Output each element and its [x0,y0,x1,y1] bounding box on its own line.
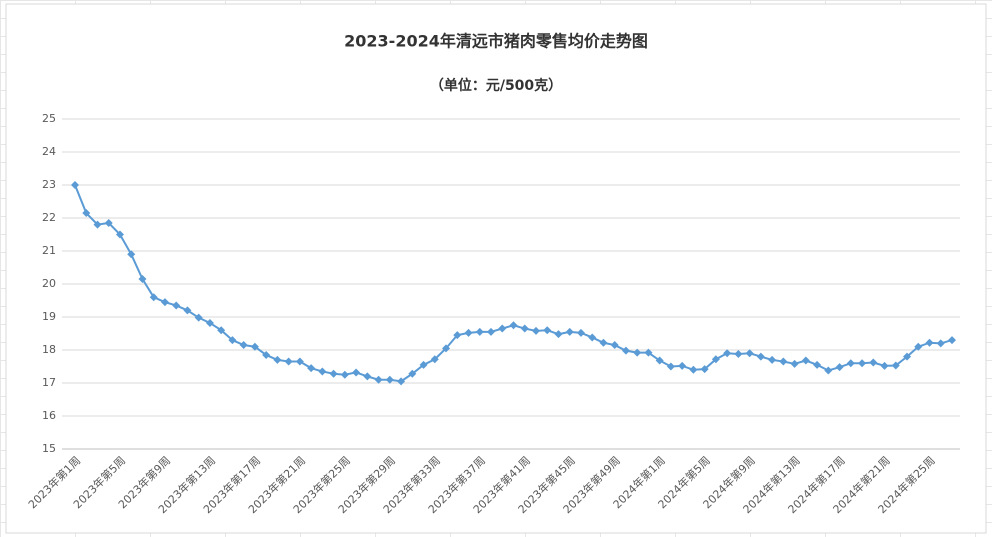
data-point [464,328,473,337]
data-point [284,357,293,366]
data-point [374,375,383,384]
data-point [307,364,316,373]
data-point [621,346,630,355]
data-point [160,298,169,307]
chart-title: 2023-2024年清远市猪肉零售均价走势图 [344,32,648,51]
data-point [239,341,248,350]
data-point [846,359,855,368]
data-point [104,218,113,227]
data-point [475,327,484,336]
data-point [801,356,810,365]
data-point [700,365,709,374]
y-tick-label: 21 [42,244,56,257]
data-point [768,355,777,364]
data-point [858,359,867,368]
chart-area [5,3,987,534]
data-point [948,336,956,345]
data-point [779,357,788,366]
data-point [273,355,282,364]
data-point [723,349,732,358]
data-point [228,336,237,345]
data-point [869,358,878,367]
data-point [903,352,912,361]
data-point [250,342,259,351]
data-point [498,324,507,333]
data-point [813,360,822,369]
data-point [385,375,394,384]
data-point [678,361,687,370]
data-point [262,350,271,359]
y-tick-label: 16 [42,409,56,422]
y-tick-label: 18 [42,343,56,356]
data-point [352,368,361,377]
data-point [576,328,585,337]
data-point [689,365,698,374]
data-point [453,331,462,340]
data-point [318,367,327,376]
data-point [633,348,642,357]
data-point [588,333,597,342]
data-point [82,209,91,218]
chart-subtitle: （单位：元/500克） [430,77,562,94]
data-point [93,220,102,229]
data-point [183,306,192,315]
data-point [936,339,945,348]
y-tick-label: 19 [42,310,56,323]
data-point [531,326,540,335]
data-point [419,360,428,369]
data-point [127,250,136,259]
y-tick-label: 17 [42,376,56,389]
data-point [925,338,934,347]
data-point [745,349,754,358]
data-point [565,327,574,336]
data-point [397,377,406,386]
data-point [891,361,900,370]
data-point [172,301,181,310]
data-point [520,324,529,333]
y-tick-label: 20 [42,277,56,290]
data-point [138,275,147,284]
data-point [408,369,417,378]
data-point [217,326,226,335]
data-point [914,342,923,351]
data-point [71,181,79,189]
data-point [824,366,833,375]
data-point [790,359,799,368]
data-point [430,355,439,364]
data-point [205,318,214,327]
y-tick-label: 22 [42,211,56,224]
data-point [543,326,552,335]
data-point [756,352,765,361]
data-point [329,369,338,378]
y-tick-label: 24 [42,145,56,158]
data-point [149,293,158,302]
data-point [487,327,496,336]
data-point [295,357,304,366]
data-point [734,349,743,358]
data-point [644,348,653,357]
data-point [554,330,563,339]
y-tick-label: 23 [42,178,56,191]
data-point [115,230,124,239]
data-point [509,321,518,330]
data-point [880,361,889,370]
data-point [442,344,451,353]
data-point [711,355,720,364]
data-point [599,338,608,347]
data-point [194,313,203,322]
y-tick-label: 25 [42,112,56,125]
data-point [666,362,675,371]
data-point [363,372,372,381]
data-point [340,370,349,379]
data-point [610,341,619,350]
data-point [655,356,664,365]
y-tick-label: 15 [42,442,56,455]
data-point [835,363,844,372]
